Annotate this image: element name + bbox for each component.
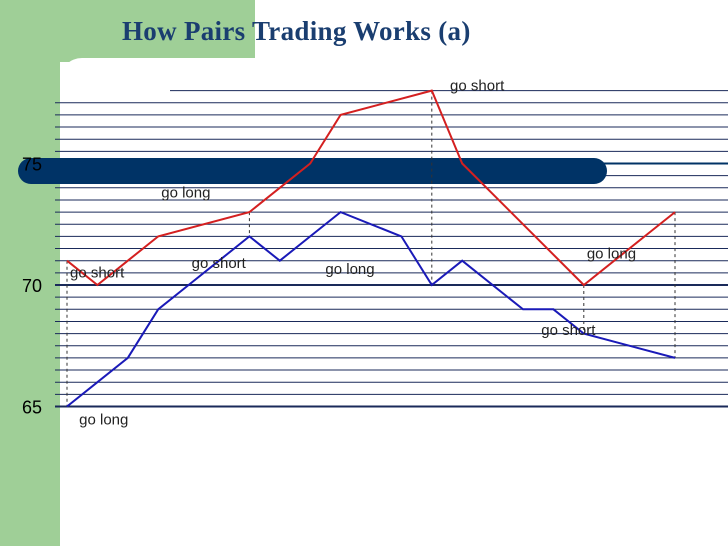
- red-series-line: [66, 89, 676, 287]
- slide-title: How Pairs Trading Works (a): [122, 16, 471, 46]
- trade-annotation: go short: [450, 78, 505, 95]
- y-tick-label: 65: [22, 398, 42, 418]
- event-markers: [66, 90, 676, 407]
- series-lines: [66, 89, 676, 408]
- highlight-band: [18, 158, 728, 184]
- background-green-top: [0, 0, 255, 62]
- annotations: go short go long go long go short go long go …: [70, 78, 636, 429]
- blue-series-line: [66, 210, 676, 408]
- trade-annotation: go long: [161, 185, 210, 202]
- y-tick-labels: 65 70 75: [22, 155, 42, 418]
- navy-highlight-band: [18, 158, 607, 184]
- trade-annotation: go short: [541, 322, 596, 339]
- trade-annotation: go long: [325, 261, 374, 278]
- grid-lines: [55, 90, 728, 408]
- y-tick-label: 75: [22, 155, 42, 175]
- trade-annotation: go long: [587, 245, 636, 262]
- background-green-left: [0, 0, 60, 546]
- y-tick-label: 70: [22, 276, 42, 296]
- trade-annotation: go long: [79, 412, 128, 429]
- trade-annotation: go short: [70, 265, 125, 282]
- trade-annotation: go short: [192, 255, 247, 272]
